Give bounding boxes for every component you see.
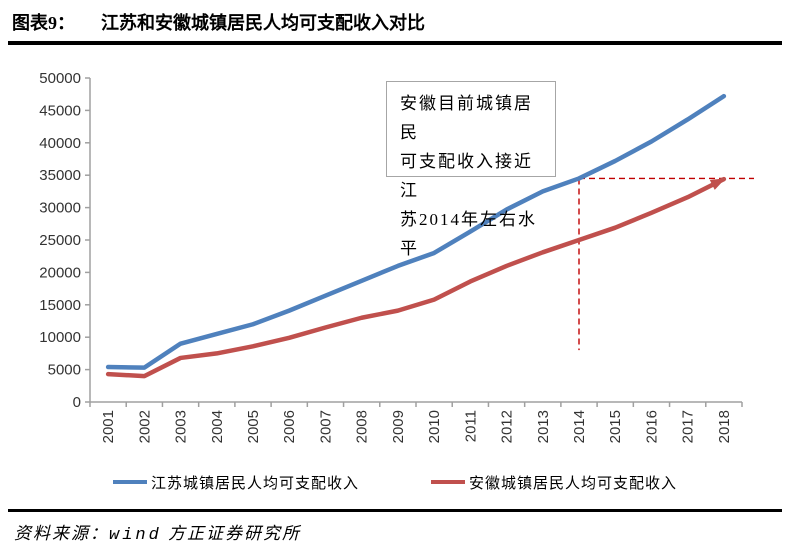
source-institution: 方正证券研究所 (161, 524, 302, 543)
annotation-text-line: 安徽目前城镇居民 (400, 94, 533, 142)
chart-legend: 江苏城镇居民人均可支配收入 安徽城镇居民人均可支配收入 (0, 467, 790, 497)
footer-divider (8, 509, 782, 512)
chart-annotation-box: 安徽目前城镇居民 可支配收入接近江 苏2014年左右水平 (386, 81, 556, 258)
anhui-line-swatch (431, 480, 465, 484)
y-tick-label: 25000 (39, 232, 81, 249)
x-tick-label: 2014 (571, 410, 588, 443)
annotation-text-line: 可支配收入接近江 (400, 152, 533, 200)
y-tick-label: 10000 (39, 329, 81, 346)
x-tick-label: 2009 (390, 410, 407, 443)
figure-header: 图表9： 江苏和安徽城镇居民人均可支配收入对比 (0, 0, 790, 39)
y-tick-label: 5000 (48, 362, 81, 379)
legend-label-anhui: 安徽城镇居民人均可支配收入 (469, 475, 678, 492)
x-tick-label: 2016 (643, 410, 660, 443)
y-tick-label: 35000 (39, 167, 81, 184)
x-tick-label: 2006 (281, 410, 298, 443)
y-tick-label: 45000 (39, 102, 81, 119)
line-end-arrowhead (709, 178, 726, 190)
x-tick-label: 2007 (317, 410, 334, 443)
y-tick-label: 50000 (39, 70, 81, 87)
x-tick-label: 2011 (462, 410, 479, 442)
series-line (105, 93, 727, 370)
y-tick-label: 0 (73, 394, 81, 411)
figure-title: 江苏和安徽城镇居民人均可支配收入对比 (101, 13, 425, 33)
x-tick-label: 2013 (535, 410, 552, 443)
figure-number-label: 图表9： (12, 13, 75, 33)
y-tick-label: 40000 (39, 135, 81, 152)
source-wind: wind (109, 526, 162, 545)
x-tick-label: 2001 (100, 410, 117, 443)
legend-item-anhui: 安徽城镇居民人均可支配收入 (431, 472, 677, 493)
jiangsu-line-swatch (112, 480, 147, 484)
x-tick-label: 2003 (173, 410, 190, 443)
x-tick-label: 2002 (136, 410, 153, 443)
title-divider (8, 41, 782, 45)
x-tick-label: 2018 (716, 410, 733, 443)
legend-label-jiangsu: 江苏城镇居民人均可支配收入 (150, 475, 359, 492)
x-tick-label: 2005 (245, 410, 262, 443)
series-line (105, 176, 727, 379)
x-tick-label: 2008 (354, 410, 371, 443)
chart-canvas: 0 5000 10000 15000 20000 25000 30000 35000 40000… (39, 70, 754, 443)
x-tick-label: 2015 (607, 410, 624, 443)
legend-item-jiangsu: 江苏城镇居民人均可支配收入 (112, 472, 359, 493)
y-tick-label: 20000 (39, 264, 81, 281)
x-tick-label: 2004 (209, 410, 226, 443)
source-label: 资料来源： (14, 524, 109, 543)
y-tick-label: 15000 (39, 297, 81, 314)
line-chart: 0 5000 10000 15000 20000 25000 30000 35000 40000… (0, 45, 790, 469)
x-tick-label: 2010 (426, 410, 443, 443)
source-note: 资料来源：wind 方正证券研究所 (0, 512, 790, 545)
y-tick-label: 30000 (39, 200, 81, 217)
annotation-text-line: 苏2014年左右水平 (400, 210, 537, 258)
x-tick-label: 2017 (680, 410, 697, 443)
x-tick-label: 2012 (499, 410, 516, 443)
